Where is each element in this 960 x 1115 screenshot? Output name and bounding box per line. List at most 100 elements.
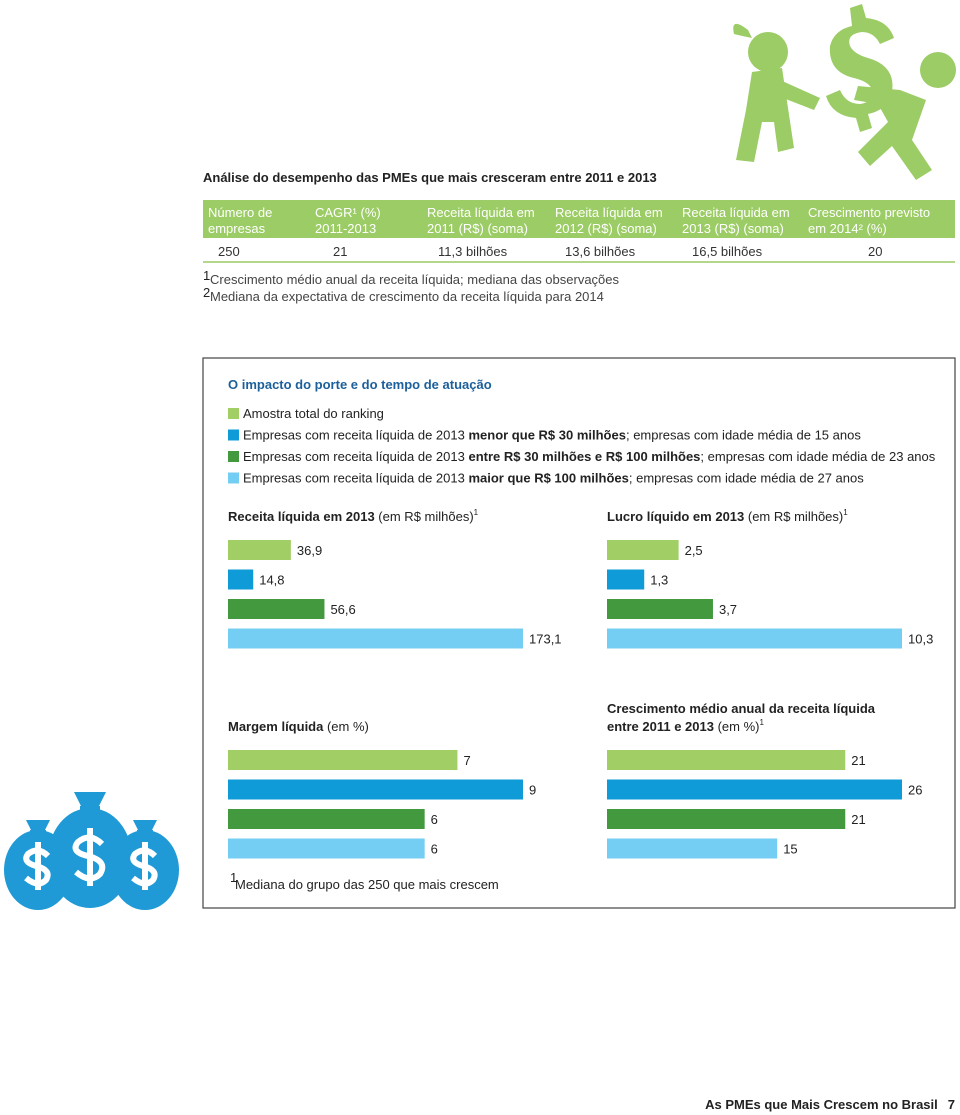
legend-label: Empresas com receita líquida de 2013 mai…	[243, 471, 864, 486]
legend-text: ; empresas com idade média de 15 anos	[626, 428, 861, 443]
illustration-money-bags	[4, 792, 179, 910]
footnote-mark: 1	[203, 268, 210, 283]
panel-footnote-mark: 1	[230, 870, 237, 885]
bar-value-label: 7	[463, 753, 470, 768]
table-header-cell: 2011-2013	[315, 221, 376, 236]
bar	[228, 750, 458, 770]
chart-title-text: Crescimento médio anual da receita líqui…	[607, 701, 876, 716]
bar-value-label: 56,6	[330, 602, 355, 617]
table-header-cell: Receita líquida em	[427, 205, 535, 220]
bar-value-label: 6	[431, 842, 438, 857]
table-header-cell: CAGR¹ (%)	[315, 205, 381, 220]
bar-value-label: 3,7	[719, 602, 737, 617]
illustration-people	[733, 4, 956, 180]
bar-value-label: 14,8	[259, 573, 284, 588]
page-footer: As PMEs que Mais Crescem no Brasil 7	[705, 1097, 955, 1112]
legend-text: Empresas com receita líquida de 2013	[243, 449, 468, 464]
chart-note: 1	[759, 718, 764, 727]
legend-text: menor que R$ 30 milhões	[468, 428, 626, 443]
bar-value-label: 21	[851, 812, 865, 827]
bar	[228, 540, 291, 560]
chart-title-text: Receita líquida em 2013	[228, 509, 375, 524]
bar	[228, 779, 523, 800]
bar	[228, 838, 425, 859]
chart-unit: (em R$ milhões)	[744, 509, 843, 524]
bar	[607, 779, 902, 800]
legend-text: Amostra total do ranking	[243, 406, 384, 421]
legend-text: entre R$ 30 milhões e R$ 100 milhões	[468, 449, 700, 464]
bar	[607, 599, 713, 619]
table-header-cell: 2012 (R$) (soma)	[555, 221, 657, 236]
table-header-cell: em 2014² (%)	[808, 221, 887, 236]
chart-unit: (em %)	[323, 719, 369, 734]
bar-value-label: 36,9	[297, 543, 322, 558]
legend-label: Amostra total do ranking	[243, 406, 384, 421]
legend-text: ; empresas com idade média de 23 anos	[700, 449, 935, 464]
table-header-cell: 2011 (R$) (soma)	[427, 221, 528, 236]
footer-title: As PMEs que Mais Crescem no Brasil	[705, 1097, 938, 1112]
bar-value-label: 21	[851, 753, 865, 768]
section-title: Análise do desempenho das PMEs que mais …	[203, 170, 657, 185]
legend-swatch	[228, 451, 239, 462]
table-header-bg	[203, 200, 955, 238]
footer-page: 7	[948, 1097, 955, 1112]
bar	[228, 809, 425, 829]
table-cell: 16,5 bilhões	[692, 244, 763, 259]
table-cell: 250	[218, 244, 240, 259]
bar-value-label: 2,5	[685, 543, 703, 558]
chart-note: 1	[474, 508, 479, 517]
bar	[607, 750, 846, 770]
chart-title: Margem líquida (em %)	[228, 719, 369, 734]
table-header-cell: empresas	[208, 221, 266, 236]
table-cell: 11,3 bilhões	[438, 244, 508, 259]
legend-label: Empresas com receita líquida de 2013 ent…	[243, 449, 936, 464]
panel-frame	[202, 357, 956, 909]
footnote: Mediana da expectativa de crescimento da…	[210, 289, 604, 304]
table-cell: 21	[333, 244, 347, 259]
table-cell: 13,6 bilhões	[565, 244, 636, 259]
footnote: Crescimento médio anual da receita líqui…	[210, 272, 620, 287]
panel-footnote: Mediana do grupo das 250 que mais cresce…	[235, 877, 499, 892]
chart-title: entre 2011 e 2013 (em %)1	[607, 718, 764, 734]
legend-swatch	[228, 408, 239, 419]
bar	[607, 809, 846, 829]
legend-swatch	[228, 472, 239, 484]
panel-title: O impacto do porte e do tempo de atuação	[228, 377, 492, 392]
chart-title: Receita líquida em 2013 (em R$ milhões)1	[228, 508, 479, 524]
bar-value-label: 10,3	[908, 632, 933, 647]
bar	[607, 569, 645, 590]
bar-value-label: 9	[529, 783, 536, 798]
bar	[607, 628, 902, 649]
chart-title-text: Margem líquida	[228, 719, 324, 734]
chart-title-text: Lucro líquido em 2013	[607, 509, 744, 524]
chart-title: Crescimento médio anual da receita líqui…	[607, 701, 876, 716]
table-header-cell: Receita líquida em	[682, 205, 790, 220]
bar	[228, 599, 325, 619]
bar	[228, 569, 254, 590]
chart-title-text: entre 2011 e 2013	[607, 719, 714, 734]
table-header-cell: Crescimento previsto	[808, 205, 930, 220]
bar-value-label: 173,1	[529, 632, 562, 647]
legend-text: Empresas com receita líquida de 2013	[243, 471, 468, 486]
table-header-cell: Número de	[208, 205, 272, 220]
chart-unit: (em %)	[714, 719, 760, 734]
chart-note: 1	[843, 508, 848, 517]
chart-title: Lucro líquido em 2013 (em R$ milhões)1	[607, 508, 848, 524]
legend-text: ; empresas com idade média de 27 anos	[629, 471, 864, 486]
chart-unit: (em R$ milhões)	[375, 509, 474, 524]
bar-value-label: 26	[908, 783, 922, 798]
bar	[607, 838, 778, 859]
table-cell: 20	[868, 244, 882, 259]
table-header-cell: Receita líquida em	[555, 205, 663, 220]
legend-text: Empresas com receita líquida de 2013	[243, 428, 468, 443]
bar-value-label: 15	[783, 842, 797, 857]
legend-swatch	[228, 429, 239, 441]
bar-value-label: 6	[431, 812, 438, 827]
bar-value-label: 1,3	[650, 573, 668, 588]
footnote-mark: 2	[203, 285, 210, 300]
bar	[228, 628, 523, 649]
bar	[607, 540, 679, 560]
